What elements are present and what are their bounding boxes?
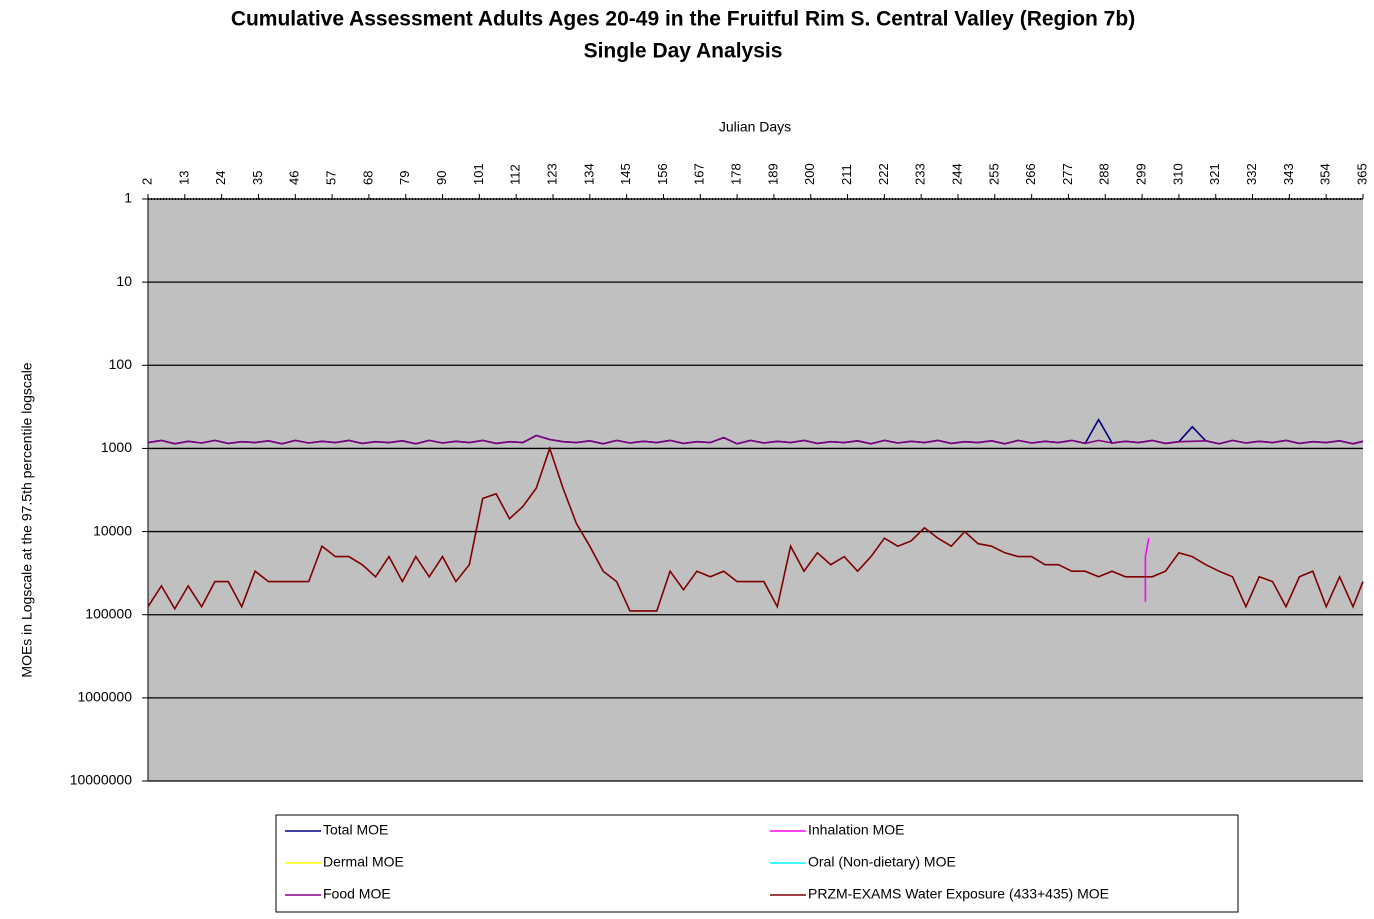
- y-tick-label: 1000000: [77, 689, 132, 705]
- series-line: [147, 445, 1364, 612]
- x-tick-label: 134: [581, 163, 596, 185]
- y-tick-label: 10000000: [70, 772, 133, 788]
- x-tick-label: 57: [324, 171, 339, 185]
- x-tick-label: 112: [508, 164, 523, 185]
- series-line: [147, 434, 1364, 445]
- x-tick-label: 123: [544, 163, 559, 185]
- x-tick-label: 79: [397, 171, 412, 185]
- y-axis-label: MOEs in Logscale at the 97.5th percentil…: [19, 362, 35, 677]
- x-tick-label: 321: [1207, 163, 1222, 185]
- legend-label: Food MOE: [323, 886, 391, 902]
- y-tick-label: 100: [109, 356, 133, 372]
- y-tick-label: 100000: [85, 605, 132, 621]
- x-tick-label: 13: [176, 171, 191, 185]
- x-tick-label: 200: [802, 163, 817, 185]
- x-tick-label: 46: [287, 171, 302, 185]
- y-tick-label: 1000: [101, 439, 132, 455]
- x-tick-label: 156: [655, 163, 670, 185]
- x-tick-label: 244: [949, 163, 964, 185]
- x-tick-label: 343: [1281, 163, 1296, 185]
- series-line: [1144, 538, 1150, 602]
- x-tick-label: 332: [1244, 163, 1259, 185]
- chart-subtitle: Single Day Analysis: [584, 40, 783, 63]
- legend-label: Inhalation MOE: [808, 822, 905, 838]
- y-tick-label: 1: [124, 190, 132, 206]
- x-tick-label: 24: [213, 171, 228, 185]
- legend-label: PRZM-EXAMS Water Exposure (433+435) MOE: [808, 886, 1109, 902]
- legend-label: Oral (Non-dietary) MOE: [808, 854, 956, 870]
- x-tick-label: 68: [360, 171, 375, 185]
- x-tick-label: 211: [839, 164, 854, 185]
- x-tick-label: 354: [1318, 163, 1333, 185]
- x-tick-label: 189: [765, 163, 780, 185]
- x-tick-label: 266: [1023, 163, 1038, 185]
- x-tick-label: 255: [986, 163, 1001, 185]
- x-tick-label: 222: [876, 163, 891, 185]
- x-tick-label: 90: [434, 171, 449, 185]
- x-tick-label: 233: [913, 163, 928, 185]
- x-tick-label: 2: [139, 178, 154, 185]
- x-tick-label: 145: [618, 163, 633, 185]
- x-tick-label: 277: [1060, 163, 1075, 185]
- chart-title: Cumulative Assessment Adults Ages 20-49 …: [231, 8, 1135, 31]
- x-tick-label: 299: [1134, 163, 1149, 185]
- legend-label: Dermal MOE: [323, 854, 404, 870]
- legend-label: Total MOE: [323, 822, 388, 838]
- x-tick-label: 288: [1097, 163, 1112, 185]
- x-tick-label: 101: [471, 163, 486, 185]
- x-tick-label: 365: [1354, 163, 1369, 185]
- x-tick-label: 35: [250, 171, 265, 185]
- y-tick-label: 10: [116, 273, 132, 289]
- plot-area: [148, 199, 1363, 781]
- x-tick-label: 178: [729, 163, 744, 185]
- legend: [275, 814, 1239, 913]
- x-axis-label: Julian Days: [719, 119, 791, 135]
- x-tick-label: 167: [692, 163, 707, 185]
- y-tick-label: 10000: [93, 522, 132, 538]
- x-tick-label: 310: [1170, 163, 1185, 185]
